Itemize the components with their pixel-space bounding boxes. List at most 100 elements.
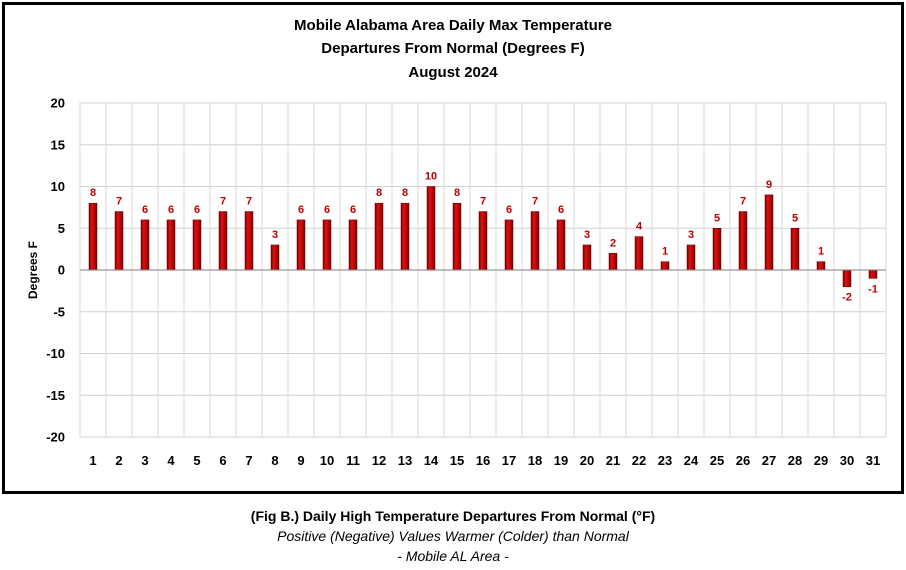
caption-line-3: - Mobile AL Area - [397,548,509,564]
bar-day-24 [686,244,696,271]
data-label-day-29: 1 [818,246,824,258]
x-tick-label: 17 [502,453,516,468]
data-label-day-9: 6 [298,204,304,216]
chart: Mobile Alabama Area Daily Max Temperatur… [26,17,887,468]
y-tick-label: -10 [46,346,65,361]
x-tick-label: 27 [762,453,776,468]
x-tick-label: 31 [866,453,880,468]
bar-day-23 [660,261,670,271]
chart-title-line-2: Departures From Normal (Degrees F) [321,40,584,57]
x-tick-label: 21 [606,453,620,468]
x-tick-label: 5 [193,453,200,468]
data-label-day-18: 7 [532,196,538,208]
x-tick-label: 13 [398,453,412,468]
bar-day-26 [738,211,748,271]
data-label-day-15: 8 [454,187,460,199]
bar-day-5 [192,219,202,271]
bar-day-12 [374,202,384,271]
data-label-day-23: 1 [662,246,668,258]
x-tick-label: 23 [658,453,672,468]
bar-day-15 [452,202,462,271]
bar-day-10 [322,219,332,271]
x-tick-label: 4 [167,453,175,468]
x-tick-label: 20 [580,453,594,468]
x-tick-label: 1 [89,453,96,468]
y-axis-title: Degrees F [26,241,40,299]
y-tick-label: 20 [51,96,65,111]
data-label-day-20: 3 [584,229,590,241]
x-tick-label: 10 [320,453,334,468]
bar-day-13 [400,202,410,271]
x-tick-label: 16 [476,453,490,468]
x-tick-label: 3 [141,453,148,468]
chart-title-line-1: Mobile Alabama Area Daily Max Temperatur… [294,17,612,34]
bar-day-4 [166,219,176,271]
y-tick-labels: 20 15 10 5 0 -5 -10 -15 -20 [46,96,65,445]
chart-title-line-3: August 2024 [408,64,498,81]
x-tick-label: 11 [346,453,360,468]
bar-day-11 [348,219,358,271]
bar-day-7 [244,211,254,271]
data-label-day-16: 7 [480,196,486,208]
data-label-day-13: 8 [402,187,408,199]
data-label-day-25: 5 [714,212,720,224]
bar-day-20 [582,244,592,271]
y-tick-label: -20 [46,430,65,445]
y-tick-label: 15 [51,137,65,152]
data-label-day-17: 6 [506,204,512,216]
figure-caption: (Fig B.) Daily High Temperature Departur… [0,506,906,566]
bar-day-8 [270,244,280,271]
y-tick-label: -15 [46,388,65,403]
x-tick-label: 29 [814,453,828,468]
bar-day-29 [816,261,826,271]
x-tick-label: 28 [788,453,802,468]
data-label-day-6: 7 [220,196,226,208]
data-label-day-26: 7 [740,196,746,208]
x-tick-label: 9 [297,453,304,468]
data-label-day-22: 4 [636,221,643,233]
data-label-day-28: 5 [792,212,798,224]
x-tick-label: 24 [684,453,699,468]
data-label-day-10: 6 [324,204,330,216]
data-labels: 8 7 6 6 6 7 7 3 6 6 6 8 8 10 8 7 6 7 6 3 2 4 1 3 5 7 9 5 1 -2 -1 [90,171,878,304]
x-tick-label: 6 [219,453,226,468]
x-tick-label: 8 [271,453,278,468]
data-label-day-1: 8 [90,187,96,199]
y-tick-label: 0 [58,263,65,278]
bar-day-22 [634,236,644,271]
bar-day-9 [296,219,306,271]
data-label-day-27: 9 [766,179,772,191]
bar-day-2 [114,211,124,271]
data-label-day-7: 7 [246,196,252,208]
bars [88,186,878,287]
x-tick-labels: 1 2 3 4 5 6 7 8 9 10 11 12 13 14 15 16 17 18 19 20 21 22 23 24 2… [89,453,880,468]
caption-line-2: Positive (Negative) Values Warmer (Colde… [277,528,629,544]
x-tick-label: 15 [450,453,464,468]
bar-day-1 [88,202,98,271]
data-label-day-14: 10 [425,171,437,183]
x-tick-label: 30 [840,453,854,468]
data-label-day-8: 3 [272,229,278,241]
bar-day-17 [504,219,514,271]
bar-day-30 [842,269,852,287]
x-tick-label: 25 [710,453,724,468]
data-label-day-11: 6 [350,204,356,216]
x-tick-label: 7 [245,453,252,468]
data-label-day-2: 7 [116,196,122,208]
data-label-day-30: -2 [842,292,852,304]
bar-day-3 [140,219,150,271]
x-tick-label: 14 [424,453,439,468]
caption-line-1: (Fig B.) Daily High Temperature Departur… [250,508,656,524]
bar-day-19 [556,219,566,271]
x-tick-label: 22 [632,453,646,468]
x-tick-label: 26 [736,453,750,468]
data-label-day-3: 6 [142,204,148,216]
data-label-day-31: -1 [868,283,878,295]
x-tick-label: 12 [372,453,386,468]
data-label-day-19: 6 [558,204,564,216]
data-label-day-4: 6 [168,204,174,216]
data-label-day-24: 3 [688,229,694,241]
bar-day-31 [868,269,878,279]
y-tick-label: -5 [53,304,65,319]
y-tick-label: 5 [58,221,65,236]
